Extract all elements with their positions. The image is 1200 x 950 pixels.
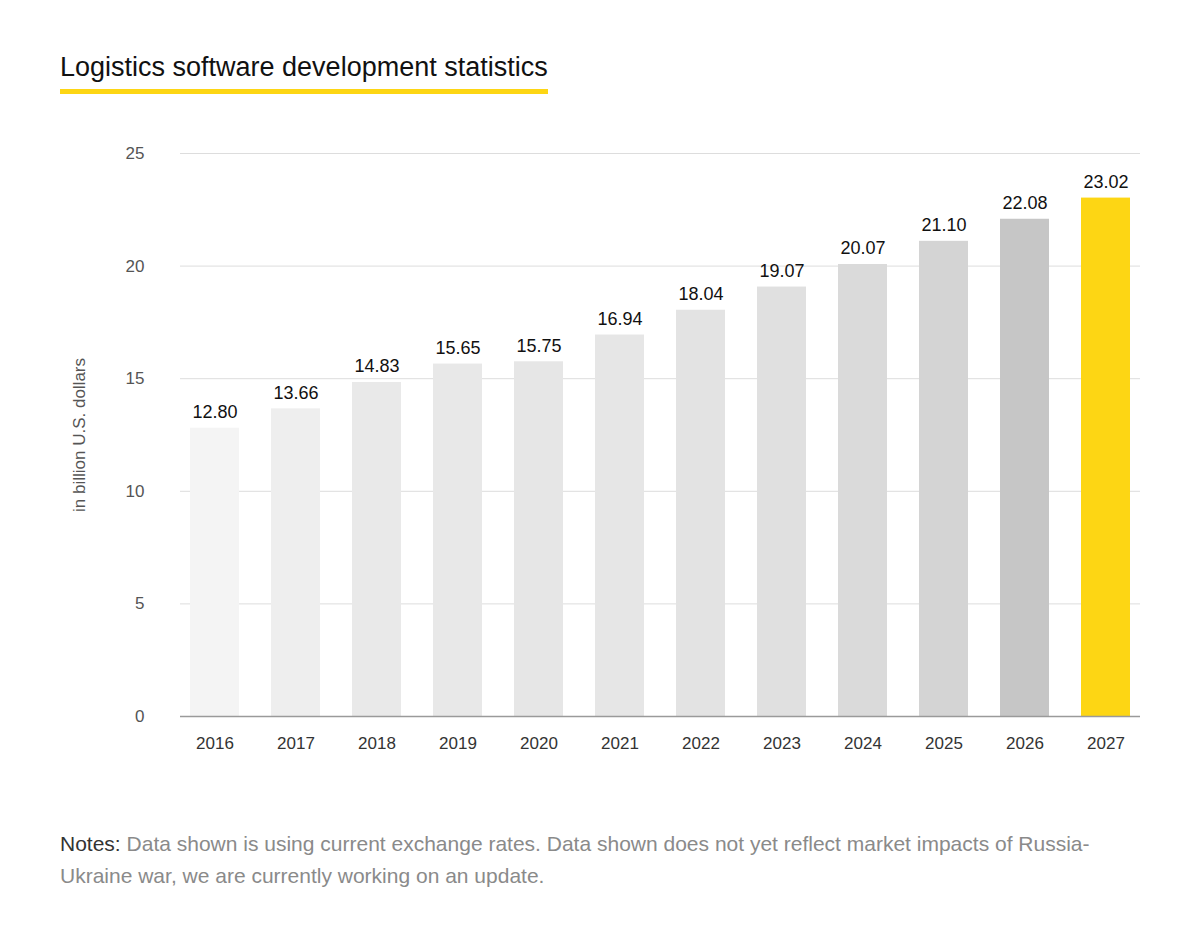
svg-text:2024: 2024 (844, 734, 882, 753)
svg-text:2020: 2020 (520, 734, 558, 753)
svg-text:2017: 2017 (277, 734, 315, 753)
svg-text:2018: 2018 (358, 734, 396, 753)
svg-text:14.83: 14.83 (354, 356, 399, 376)
svg-text:15: 15 (126, 369, 145, 388)
svg-text:2023: 2023 (763, 734, 801, 753)
svg-text:16.94: 16.94 (597, 309, 642, 329)
svg-text:21.10: 21.10 (921, 215, 966, 235)
svg-text:22.08: 22.08 (1002, 193, 1047, 213)
html-text:Logistics software development: Logistics software development statistic… (60, 52, 548, 82)
svg-text:23.02: 23.02 (1083, 172, 1128, 192)
svg-text:2025: 2025 (925, 734, 963, 753)
svg-text:5: 5 (135, 594, 144, 613)
svg-text:20.07: 20.07 (840, 238, 885, 258)
svg-text:2019: 2019 (439, 734, 477, 753)
svg-text:2016: 2016 (196, 734, 234, 753)
html-text:Notes: Data shown is using cur: Notes: Data shown is using current excha… (60, 832, 1090, 887)
svg-text:in billion U.S. dollars: in billion U.S. dollars (70, 358, 89, 512)
svg-text:20: 20 (126, 257, 145, 276)
svg-text:12.80: 12.80 (192, 402, 237, 422)
svg-text:10: 10 (126, 482, 145, 501)
svg-text:15.75: 15.75 (516, 336, 561, 356)
svg-text:2026: 2026 (1006, 734, 1044, 753)
svg-text:18.04: 18.04 (678, 284, 723, 304)
svg-text:19.07: 19.07 (759, 261, 804, 281)
svg-text:25: 25 (126, 144, 145, 163)
svg-text:15.65: 15.65 (435, 338, 480, 358)
svg-text:2027: 2027 (1087, 734, 1125, 753)
svg-text:0: 0 (135, 707, 144, 726)
svg-text:2022: 2022 (682, 734, 720, 753)
svg-text:2021: 2021 (601, 734, 639, 753)
svg-text:13.66: 13.66 (273, 383, 318, 403)
